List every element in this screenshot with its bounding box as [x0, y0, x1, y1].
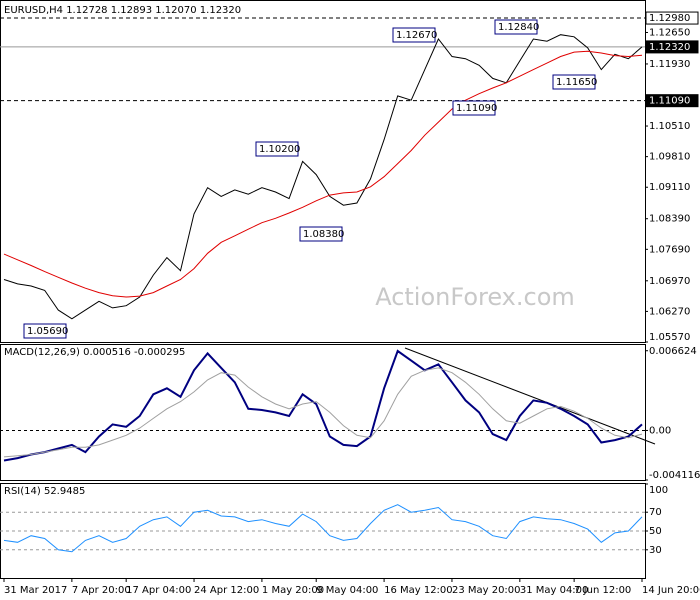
watermark: ActionForex.com — [375, 283, 575, 311]
y-tick-label: 0.006624 — [649, 346, 697, 357]
series-line — [3, 50, 643, 298]
annotation: 1.11090 — [456, 103, 497, 114]
trend-line — [404, 347, 656, 445]
x-tick-label: 9 May 04:00 — [316, 585, 378, 596]
x-tick-label: 31 Mar 2017 — [4, 585, 67, 596]
y-tick-label: 30 — [649, 545, 662, 556]
x-tick-label: 14 Jun 20:00 — [642, 585, 700, 596]
y-tick-label: 1.09810 — [649, 152, 690, 163]
y-tick-label: 1.07690 — [649, 244, 690, 255]
y-tick-label: 0.00 — [649, 425, 671, 436]
annotation-box — [23, 323, 67, 339]
x-tick-label: 1 May 20:00 — [262, 585, 324, 596]
annotation: 1.10200 — [259, 144, 300, 155]
level-label: 1.12320 — [649, 42, 690, 53]
series-line — [3, 349, 643, 462]
y-tick-label: 1.11930 — [649, 59, 690, 70]
level-label-box — [645, 40, 699, 54]
rsi-title: RSI(14) 52.9485 — [4, 486, 85, 497]
y-tick-label: 1.06270 — [649, 306, 690, 317]
series-line — [3, 34, 643, 320]
annotation-box — [392, 27, 436, 43]
x-tick-label: 16 May 12:00 — [384, 585, 453, 596]
y-tick-label: 1.05570 — [649, 332, 690, 343]
annotation-box — [552, 74, 596, 90]
annotation: 1.08380 — [303, 229, 344, 240]
y-tick-label: 1.08390 — [649, 214, 690, 225]
x-tick-label: 7 Jun 12:00 — [574, 585, 631, 596]
annotation: 1.12670 — [396, 30, 437, 41]
y-tick-label: 1.09110 — [649, 182, 690, 193]
annotation: 1.05690 — [27, 326, 68, 337]
x-tick-label: 7 Apr 20:00 — [72, 585, 131, 596]
x-tick-label: 23 May 20:00 — [452, 585, 521, 596]
annotation: 1.12840 — [498, 22, 539, 33]
macd-pane — [0, 344, 646, 481]
y-tick-label: -0.004116 — [649, 470, 700, 481]
annotation-box — [452, 100, 496, 116]
series-line — [3, 504, 643, 553]
level-label-box — [645, 11, 699, 25]
y-tick-label: 50 — [649, 526, 662, 537]
chart-title: EURUSD,H4 1.12728 1.12893 1.12070 1.1232… — [4, 5, 241, 16]
annotation: 1.11650 — [556, 77, 597, 88]
price-pane — [0, 0, 646, 343]
y-tick-label: 70 — [649, 507, 662, 518]
level-label: 1.12980 — [649, 13, 690, 24]
x-tick-label: 31 May 04:00 — [520, 585, 589, 596]
y-tick-label: 100 — [649, 485, 668, 496]
macd-title: MACD(12,26,9) 0.000516 -0.000295 — [4, 347, 185, 358]
y-tick-label: 1.06970 — [649, 276, 690, 287]
x-tick-label: 17 Apr 04:00 — [126, 585, 191, 596]
level-label-box — [645, 94, 699, 108]
series-line — [3, 367, 643, 458]
annotation-box — [299, 226, 343, 242]
y-tick-label: 1.12650 — [649, 27, 690, 38]
annotation-box — [255, 141, 299, 157]
level-label: 1.11090 — [649, 96, 690, 107]
annotation-box — [494, 19, 538, 35]
x-tick-label: 24 Apr 12:00 — [194, 585, 259, 596]
y-tick-label: 1.10510 — [649, 121, 690, 132]
